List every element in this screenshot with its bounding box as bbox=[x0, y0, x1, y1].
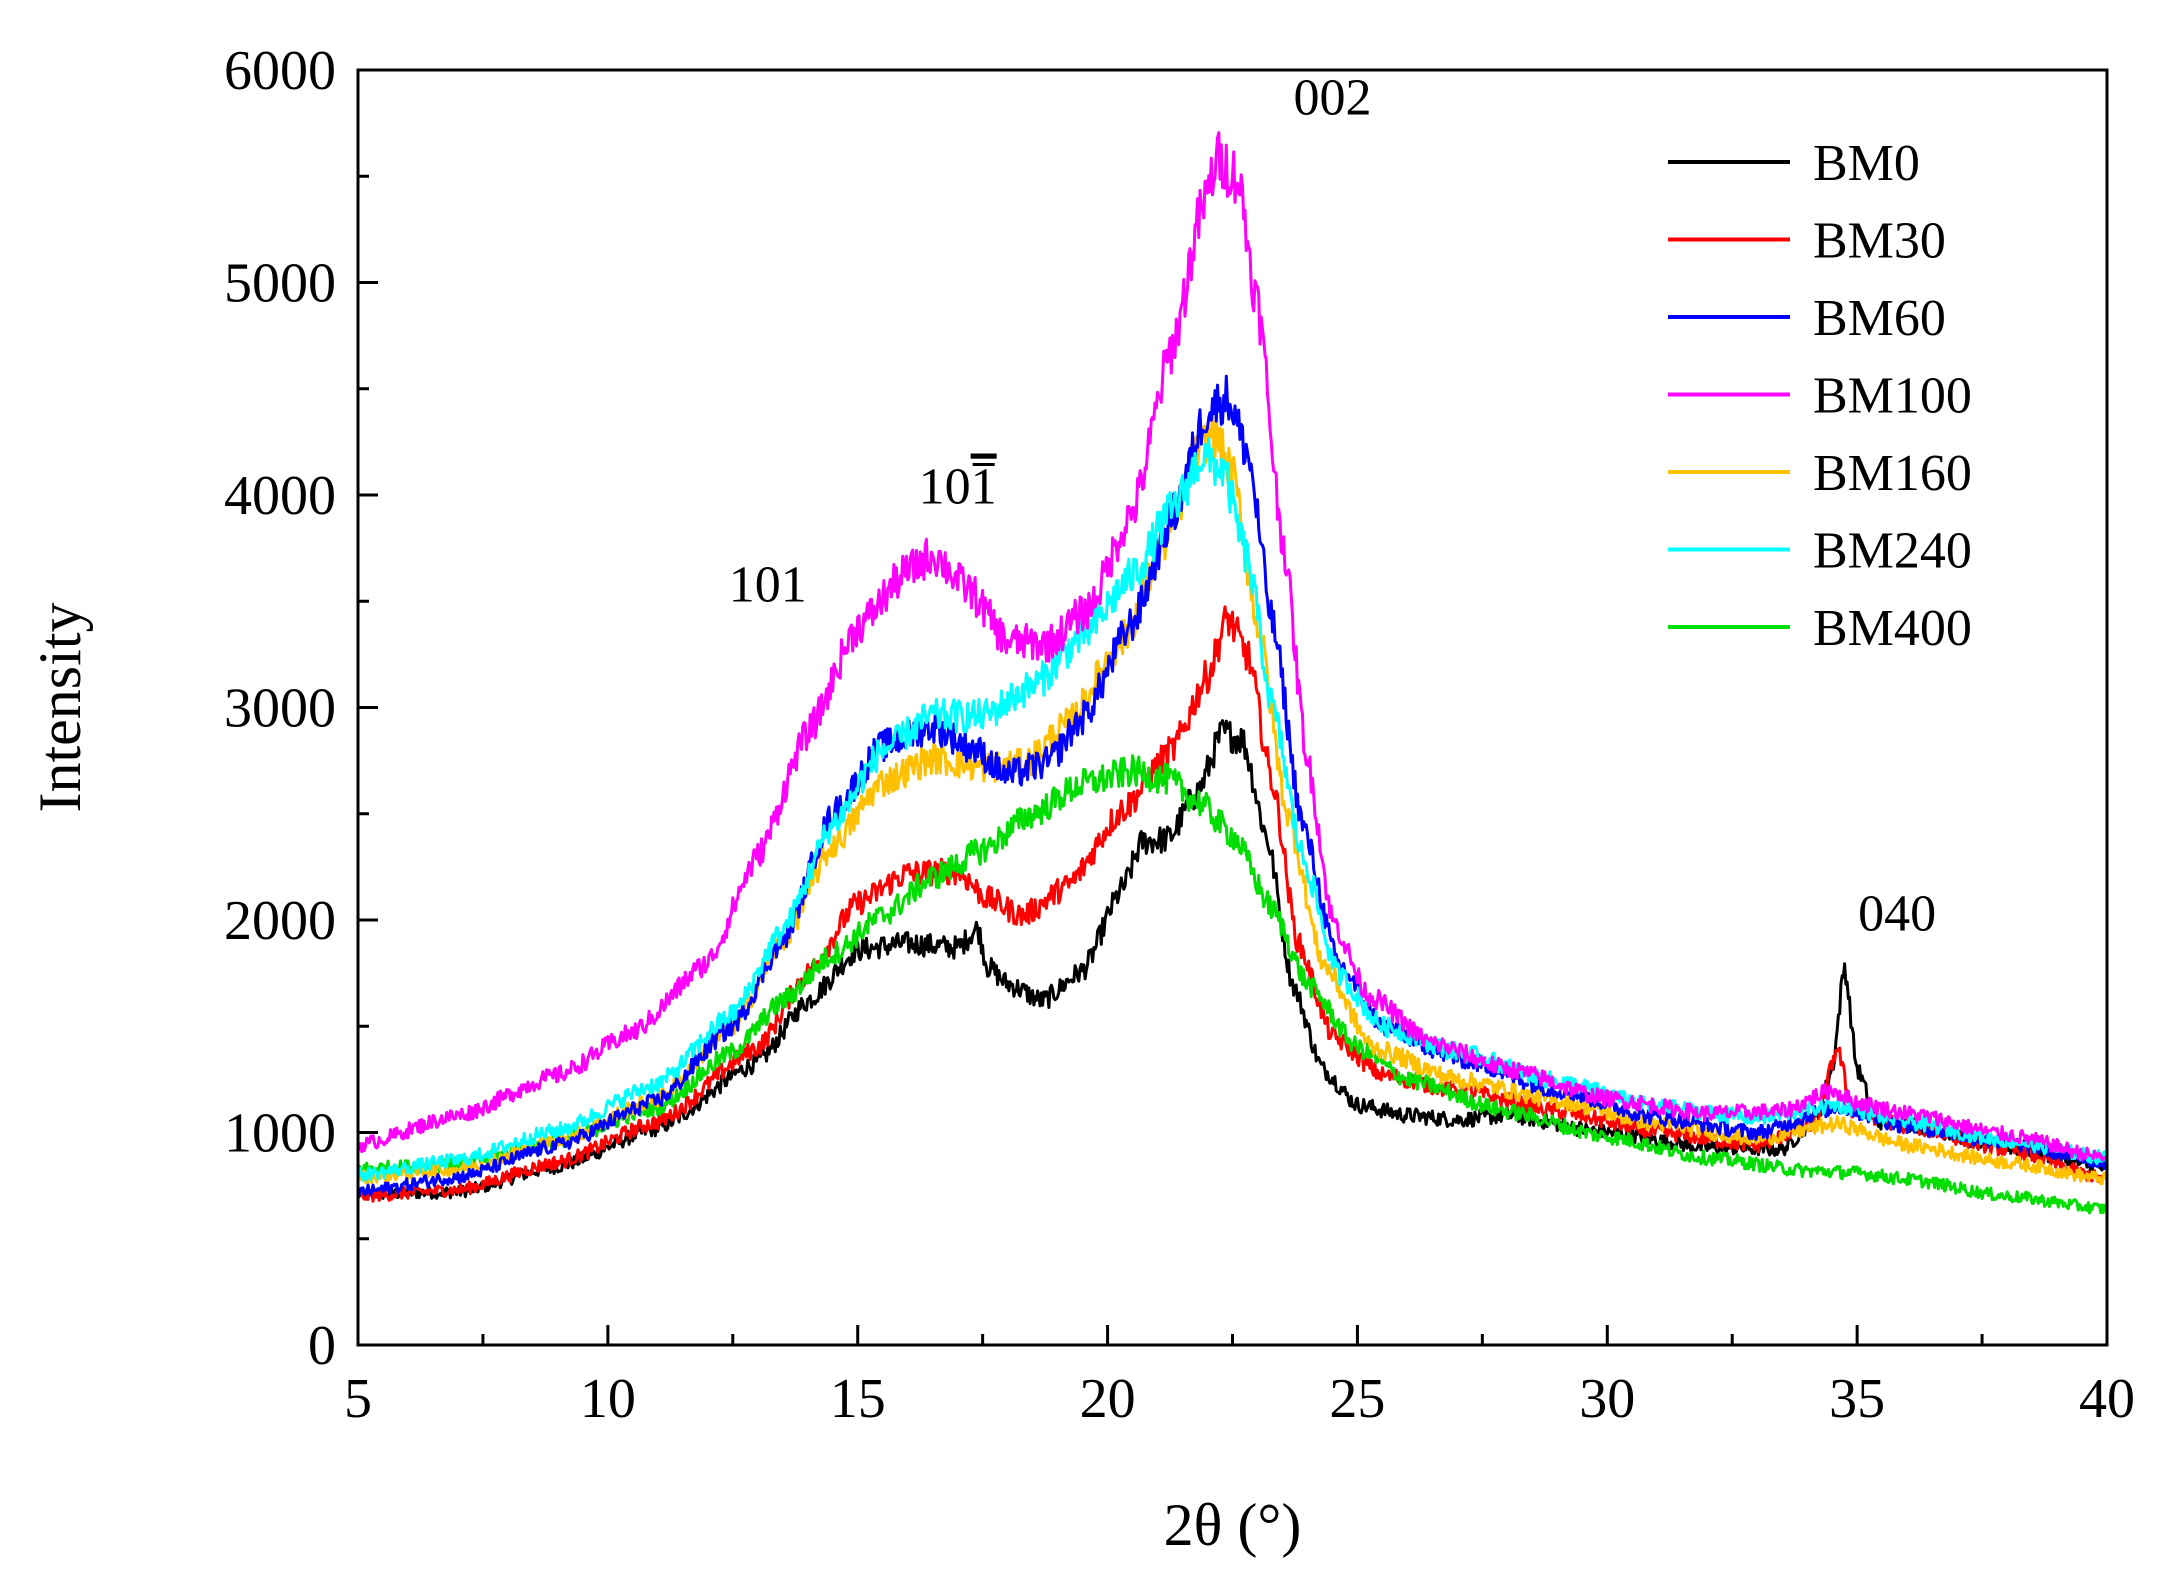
series-layer bbox=[356, 131, 2109, 1215]
series-line-bm100 bbox=[356, 131, 2109, 1164]
series-line-bm240 bbox=[356, 437, 2109, 1182]
annotation-layer: 101 101 002 040 bbox=[729, 70, 1936, 943]
legend-item-bm0: BM0 bbox=[1668, 135, 1920, 192]
y-tick-label: 2000 bbox=[224, 890, 336, 952]
legend-item-bm240: BM240 bbox=[1668, 523, 1972, 580]
legend-label: BM240 bbox=[1813, 523, 1972, 580]
legend-label: BM0 bbox=[1813, 135, 1920, 192]
peak-label: 101 bbox=[919, 459, 997, 516]
peak-label: 101 bbox=[729, 556, 807, 613]
x-axis-title: 2θ (°) bbox=[1164, 1492, 1302, 1558]
legend-label: BM400 bbox=[1813, 600, 1972, 657]
y-tick-label: 5000 bbox=[224, 253, 336, 315]
y-tick-label: 3000 bbox=[224, 678, 336, 740]
legend-item-bm100: BM100 bbox=[1668, 368, 1972, 425]
y-axis-title: Intensity bbox=[27, 603, 93, 813]
legend-label: BM160 bbox=[1813, 445, 1972, 502]
legend-item-bm60: BM60 bbox=[1668, 290, 1946, 347]
legend-item-bm30: BM30 bbox=[1668, 213, 1946, 270]
x-tick-label: 25 bbox=[1329, 1368, 1385, 1430]
legend-item-bm160: BM160 bbox=[1668, 445, 1972, 502]
x-tick-label: 15 bbox=[830, 1368, 886, 1430]
legend-label: BM100 bbox=[1813, 368, 1972, 425]
x-tick-label: 30 bbox=[1579, 1368, 1635, 1430]
y-tick-label: 0 bbox=[308, 1315, 336, 1377]
series-line-bm400 bbox=[357, 754, 2109, 1215]
x-tick-label: 10 bbox=[580, 1368, 636, 1430]
peak-label: 040 bbox=[1858, 886, 1936, 943]
legend-label: BM60 bbox=[1813, 290, 1946, 347]
legend: BM0 BM30 BM60 BM100 BM160 BM240 BM400 bbox=[1668, 135, 1972, 657]
x-tick-label: 5 bbox=[344, 1368, 372, 1430]
y-tick-label: 1000 bbox=[224, 1103, 336, 1165]
tick-layer: 5 10 15 20 25 30 35 40 0 1000 2000 3000 4000 5000 6000 bbox=[224, 40, 2135, 1430]
legend-label: BM30 bbox=[1813, 213, 1946, 270]
y-tick-label: 6000 bbox=[224, 40, 336, 102]
x-tick-label: 35 bbox=[1829, 1368, 1885, 1430]
y-tick-label: 4000 bbox=[224, 465, 336, 527]
peak-label: 002 bbox=[1293, 70, 1371, 127]
legend-item-bm400: BM400 bbox=[1668, 600, 1972, 657]
x-tick-label: 40 bbox=[2079, 1368, 2135, 1430]
x-tick-label: 20 bbox=[1080, 1368, 1136, 1430]
